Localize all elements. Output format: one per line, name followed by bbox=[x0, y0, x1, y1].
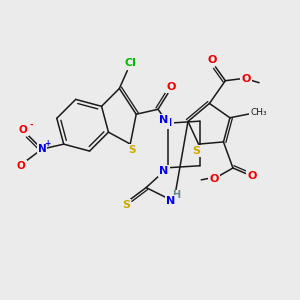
Text: N: N bbox=[159, 166, 169, 176]
Text: O: O bbox=[247, 171, 256, 181]
Text: Cl: Cl bbox=[124, 58, 136, 68]
Text: O: O bbox=[19, 125, 28, 135]
Text: O: O bbox=[208, 55, 217, 65]
Text: N: N bbox=[38, 144, 46, 154]
Text: S: S bbox=[128, 145, 136, 155]
Text: S: S bbox=[122, 200, 130, 210]
Text: N: N bbox=[163, 118, 172, 128]
Text: N: N bbox=[159, 115, 169, 125]
Text: O: O bbox=[209, 174, 219, 184]
Text: N: N bbox=[166, 196, 176, 206]
Text: S: S bbox=[193, 146, 201, 156]
Text: +: + bbox=[45, 139, 51, 148]
Text: H: H bbox=[172, 190, 180, 200]
Text: O: O bbox=[17, 161, 26, 171]
Text: O: O bbox=[166, 82, 176, 92]
Text: -: - bbox=[29, 121, 33, 130]
Text: O: O bbox=[242, 74, 251, 84]
Text: CH₃: CH₃ bbox=[250, 108, 267, 117]
